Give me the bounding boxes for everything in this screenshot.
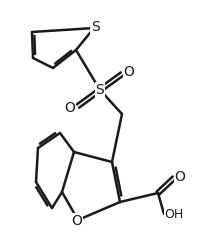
Text: O: O <box>65 101 75 115</box>
Text: O: O <box>124 65 134 79</box>
Text: S: S <box>96 83 104 97</box>
Text: OH: OH <box>164 208 184 222</box>
Text: O: O <box>174 170 186 184</box>
Text: O: O <box>72 214 82 228</box>
Text: S: S <box>91 20 99 34</box>
